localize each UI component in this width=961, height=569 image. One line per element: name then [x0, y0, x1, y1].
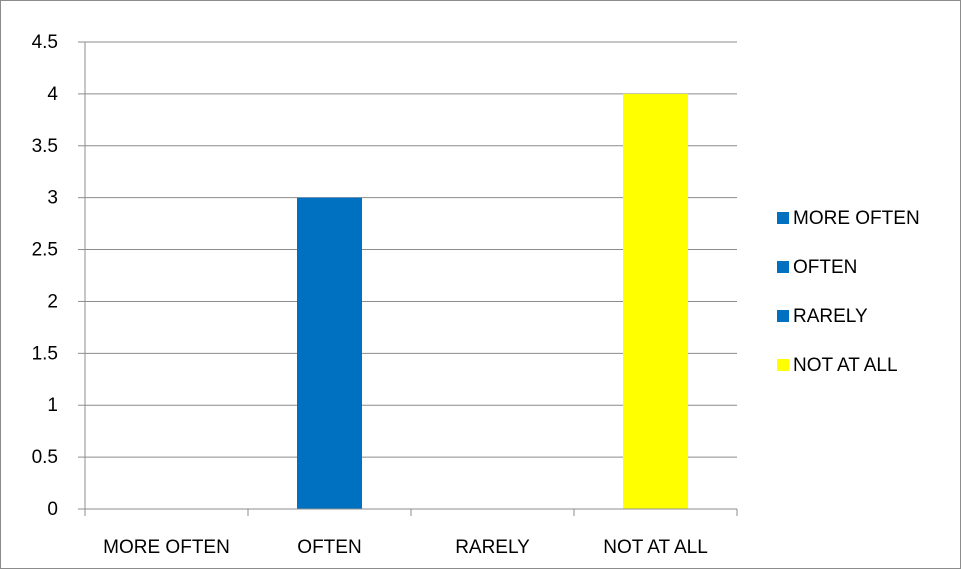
y-tick-label: 1 [47, 395, 58, 416]
y-tick-label: 2.5 [32, 240, 58, 261]
x-tick-label: RARELY [455, 537, 530, 558]
x-tick-label: NOT AT ALL [603, 537, 708, 558]
bars [297, 93, 688, 509]
legend-label: OFTEN [793, 257, 857, 278]
bar-often [297, 197, 362, 509]
axes [84, 42, 738, 516]
legend-swatch [777, 359, 789, 371]
legend-label: RARELY [793, 306, 868, 327]
x-tick-labels: MORE OFTEN OFTEN RARELY NOT AT ALL [103, 537, 708, 558]
y-tick-labels: 0 0.5 1 1.5 2 2.5 3 3.5 4 4.5 [32, 32, 59, 520]
y-tick-label: 0.5 [32, 447, 58, 468]
y-tick-label: 1.5 [32, 343, 58, 364]
y-tick-label: 0 [47, 499, 58, 520]
x-tick-label: MORE OFTEN [103, 537, 230, 558]
y-tick-label: 3.5 [32, 136, 58, 157]
legend-swatch [777, 261, 789, 273]
y-tick-label: 4.5 [32, 32, 58, 53]
legend-label: NOT AT ALL [793, 355, 898, 376]
legend: MORE OFTEN OFTEN RARELY NOT AT ALL [777, 208, 920, 376]
legend-label: MORE OFTEN [793, 208, 920, 229]
bar-not-at-all [623, 93, 688, 509]
y-tick-label: 2 [47, 291, 58, 312]
legend-swatch [777, 212, 789, 224]
x-tick-label: OFTEN [297, 537, 361, 558]
legend-swatch [777, 310, 789, 322]
y-tick-label: 4 [47, 84, 58, 105]
y-tick-label: 3 [47, 188, 58, 209]
